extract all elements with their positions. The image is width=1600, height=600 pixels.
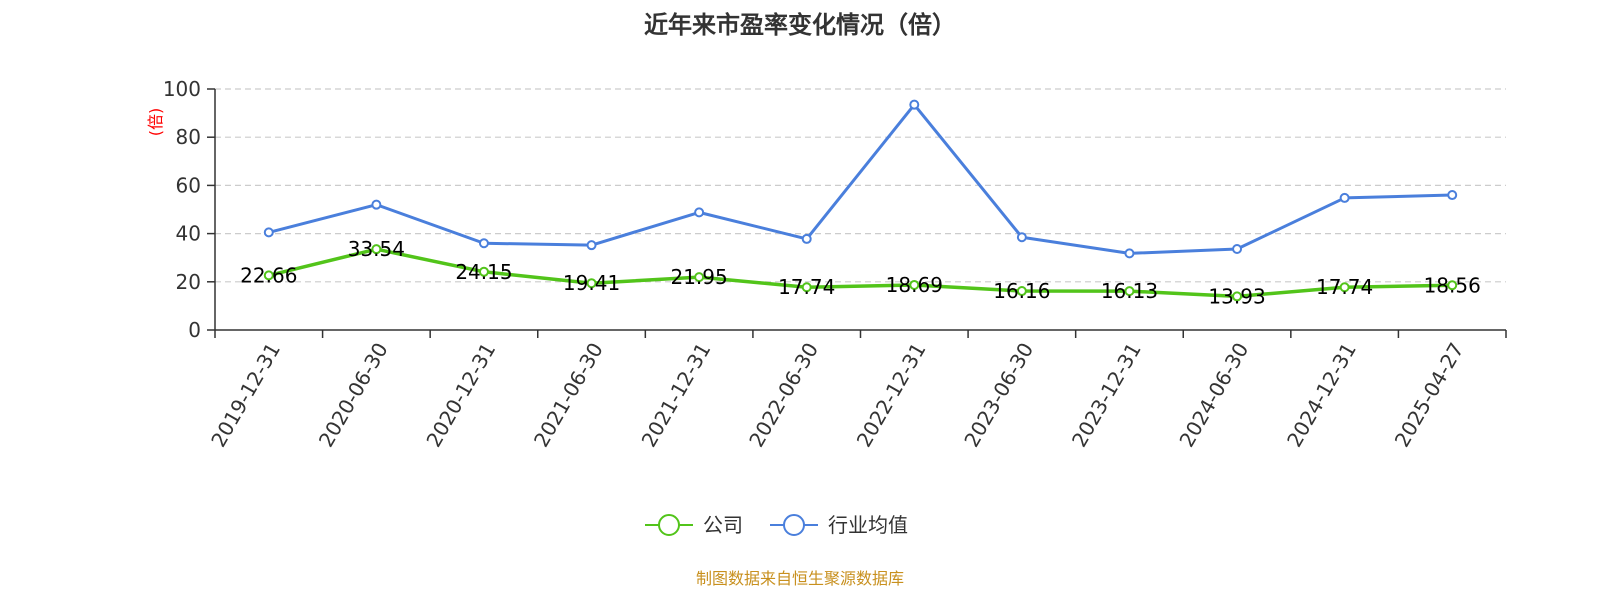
- data-label: 16.13: [1101, 279, 1158, 303]
- legend-item-industry-average[interactable]: 行业均值: [770, 513, 908, 537]
- y-axis-ticks: 0 20 40 60 80 100: [163, 77, 215, 342]
- data-point-industry-average[interactable]: [263, 227, 274, 238]
- legend-label: 行业均值: [828, 513, 908, 537]
- data-point-industry-average[interactable]: [694, 207, 705, 218]
- data-point-industry-average[interactable]: [586, 240, 597, 251]
- data-point-industry-average[interactable]: [801, 233, 812, 244]
- y-tick-label: 40: [176, 222, 201, 246]
- data-point-industry-average[interactable]: [1447, 190, 1458, 201]
- data-point-company[interactable]: [586, 278, 597, 289]
- data-point-company[interactable]: [1232, 291, 1243, 302]
- x-tick-label: 2020-12-31: [421, 339, 500, 452]
- y-tick-label: 0: [188, 318, 201, 342]
- data-label: 17.74: [778, 275, 835, 299]
- data-point-industry-average[interactable]: [371, 199, 382, 210]
- data-point-company[interactable]: [1339, 282, 1350, 293]
- data-point-company[interactable]: [371, 244, 382, 255]
- x-tick-label: 2023-06-30: [959, 339, 1038, 452]
- x-tick-label: 2025-04-27: [1390, 339, 1469, 452]
- y-axis-unit-label: (倍): [146, 108, 165, 137]
- data-point-company[interactable]: [909, 279, 920, 290]
- y-tick-label: 100: [163, 77, 201, 101]
- data-point-company[interactable]: [1447, 280, 1458, 291]
- series-layer: [263, 99, 1458, 302]
- data-point-company[interactable]: [801, 282, 812, 293]
- data-point-company[interactable]: [694, 272, 705, 283]
- data-label: 19.41: [563, 271, 620, 295]
- data-point-industry-average[interactable]: [1124, 248, 1135, 259]
- series-line-industry-average: [268, 103, 1453, 255]
- legend-item-company[interactable]: 公司: [645, 513, 743, 537]
- grid-lines: [215, 88, 1506, 283]
- series-line-company: [268, 247, 1453, 299]
- data-label: 24.15: [455, 260, 512, 284]
- x-tick-label: 2020-06-30: [314, 339, 393, 452]
- data-point-industry-average[interactable]: [478, 238, 489, 249]
- source-note: 制图数据来自恒生聚源数据库: [696, 569, 904, 588]
- data-label: 13.93: [1208, 284, 1265, 308]
- data-label: 21.95: [670, 265, 727, 289]
- legend-circle-icon: [783, 514, 805, 536]
- x-tick-label: 2024-06-30: [1174, 339, 1253, 452]
- legend[interactable]: 公司 行业均值: [645, 513, 908, 537]
- legend-label: 公司: [703, 513, 743, 537]
- data-labels: 22.66 33.54 24.15 19.41 21.95 17.74 18.69 16.16…: [240, 237, 1481, 308]
- data-point-industry-average[interactable]: [1339, 192, 1350, 203]
- x-tick-label: 2021-12-31: [637, 339, 716, 452]
- y-tick-label: 60: [176, 173, 201, 197]
- data-point-industry-average[interactable]: [909, 99, 920, 110]
- legend-circle-icon: [658, 514, 680, 536]
- data-label: 18.69: [886, 273, 943, 297]
- chart-title: 近年来市盈率变化情况（倍）: [644, 11, 956, 39]
- data-point-company[interactable]: [1124, 286, 1135, 297]
- x-tick-label: 2019-12-31: [206, 339, 285, 452]
- data-point-company[interactable]: [478, 266, 489, 277]
- data-label: 17.74: [1316, 275, 1373, 299]
- data-point-company[interactable]: [1016, 286, 1027, 297]
- y-tick-label: 80: [176, 125, 201, 149]
- data-label: 22.66: [240, 263, 297, 287]
- y-tick-label: 20: [176, 270, 201, 294]
- data-point-industry-average[interactable]: [1016, 232, 1027, 243]
- x-tick-label: 2023-12-31: [1067, 339, 1146, 452]
- data-label: 18.56: [1424, 273, 1481, 297]
- data-point-company[interactable]: [263, 270, 274, 281]
- x-tick-label: 2024-12-31: [1282, 339, 1361, 452]
- x-tick-label: 2022-12-31: [852, 339, 931, 452]
- data-point-industry-average[interactable]: [1232, 244, 1243, 255]
- data-label: 16.16: [993, 279, 1050, 303]
- x-tick-label: 2022-06-30: [744, 339, 823, 452]
- data-label: 33.54: [348, 237, 405, 261]
- x-axis-ticks: 2019-12-31 2020-06-30 2020-12-31 2021-06-30…: [206, 330, 1507, 452]
- x-tick-label: 2021-06-30: [529, 339, 608, 452]
- axes: [214, 89, 1506, 331]
